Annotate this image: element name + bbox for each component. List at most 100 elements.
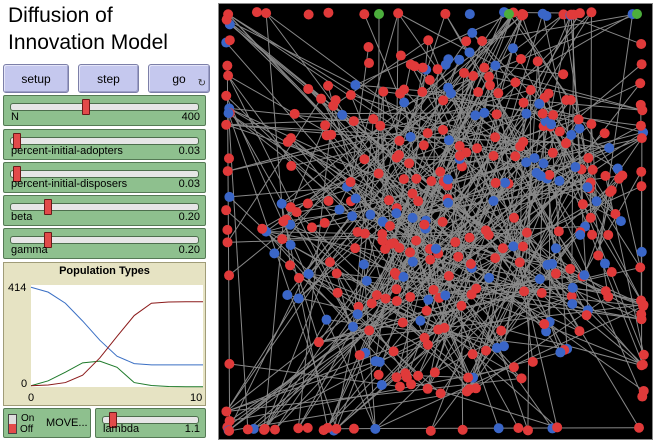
network-node[interactable] bbox=[453, 251, 464, 262]
network-node[interactable] bbox=[399, 97, 410, 108]
network-node[interactable] bbox=[582, 182, 593, 193]
network-node[interactable] bbox=[395, 50, 406, 61]
network-node[interactable] bbox=[508, 241, 519, 252]
network-node[interactable] bbox=[472, 143, 483, 154]
network-node[interactable] bbox=[454, 54, 465, 65]
network-node[interactable] bbox=[504, 9, 514, 19]
network-node[interactable] bbox=[527, 356, 538, 367]
network-node[interactable] bbox=[282, 289, 293, 300]
network-node[interactable] bbox=[407, 188, 418, 199]
setup-button[interactable]: setup bbox=[3, 64, 69, 93]
network-node[interactable] bbox=[554, 175, 565, 186]
slider-lambda[interactable]: lambda 1.1 bbox=[95, 408, 206, 438]
network-node[interactable] bbox=[350, 79, 361, 90]
network-node[interactable] bbox=[337, 109, 348, 120]
network-node[interactable] bbox=[322, 422, 333, 433]
slider-beta[interactable]: beta 0.20 bbox=[3, 195, 206, 226]
network-node[interactable] bbox=[223, 70, 234, 81]
network-node[interactable] bbox=[293, 423, 304, 434]
network-node[interactable] bbox=[522, 425, 533, 436]
network-node[interactable] bbox=[536, 288, 547, 299]
slider-track[interactable] bbox=[102, 412, 199, 428]
network-node[interactable] bbox=[261, 8, 272, 19]
network-node[interactable] bbox=[461, 386, 472, 397]
network-node[interactable] bbox=[603, 291, 614, 302]
network-node[interactable] bbox=[604, 143, 615, 154]
network-node[interactable] bbox=[468, 70, 479, 81]
network-node[interactable] bbox=[515, 53, 526, 64]
network-node[interactable] bbox=[418, 140, 429, 151]
network-node[interactable] bbox=[417, 86, 428, 97]
network-node[interactable] bbox=[587, 164, 598, 175]
network-node[interactable] bbox=[321, 130, 332, 141]
network-node[interactable] bbox=[424, 74, 435, 85]
network-node[interactable] bbox=[510, 151, 521, 162]
network-node[interactable] bbox=[600, 170, 611, 181]
network-node[interactable] bbox=[534, 98, 545, 109]
network-node[interactable] bbox=[547, 258, 558, 269]
slider-percent-initial-adopters[interactable]: percent-initial-adopters 0.03 bbox=[3, 129, 206, 160]
network-node[interactable] bbox=[488, 150, 499, 161]
network-node[interactable] bbox=[430, 243, 441, 254]
network-node[interactable] bbox=[579, 270, 590, 281]
network-node[interactable] bbox=[521, 108, 532, 119]
move-switch[interactable]: On Off MOVE... bbox=[3, 408, 91, 438]
network-node[interactable] bbox=[393, 149, 404, 160]
network-node[interactable] bbox=[467, 349, 478, 360]
network-node[interactable] bbox=[426, 176, 437, 187]
network-node[interactable] bbox=[532, 56, 543, 67]
network-node[interactable] bbox=[565, 95, 576, 106]
network-node[interactable] bbox=[493, 423, 504, 434]
network-node[interactable] bbox=[398, 174, 409, 185]
slider-knob[interactable] bbox=[12, 133, 21, 149]
network-node[interactable] bbox=[490, 60, 501, 71]
network-node[interactable] bbox=[350, 193, 361, 204]
network-node[interactable] bbox=[347, 211, 358, 222]
network-node[interactable] bbox=[585, 212, 596, 223]
network-node[interactable] bbox=[490, 253, 501, 264]
network-node[interactable] bbox=[586, 119, 597, 130]
network-node[interactable] bbox=[368, 114, 379, 125]
go-button[interactable]: go ↻ bbox=[148, 64, 210, 93]
network-node[interactable] bbox=[638, 385, 649, 396]
network-node[interactable] bbox=[289, 108, 300, 119]
network-node[interactable] bbox=[286, 160, 297, 171]
network-node[interactable] bbox=[636, 166, 647, 177]
network-node[interactable] bbox=[457, 424, 468, 435]
network-node[interactable] bbox=[484, 272, 495, 283]
network-node[interactable] bbox=[484, 80, 495, 91]
network-node[interactable] bbox=[558, 69, 569, 80]
network-node[interactable] bbox=[363, 58, 374, 69]
network-node[interactable] bbox=[371, 290, 382, 301]
network-node[interactable] bbox=[348, 116, 359, 127]
network-node[interactable] bbox=[483, 71, 494, 82]
network-node[interactable] bbox=[443, 270, 454, 281]
network-node[interactable] bbox=[415, 315, 426, 326]
network-node[interactable] bbox=[552, 422, 563, 433]
network-node[interactable] bbox=[575, 229, 586, 240]
network-node[interactable] bbox=[454, 140, 465, 151]
network-node[interactable] bbox=[388, 346, 399, 357]
network-node[interactable] bbox=[269, 248, 280, 259]
network-node[interactable] bbox=[413, 196, 424, 207]
network-node[interactable] bbox=[577, 199, 588, 210]
network-node[interactable] bbox=[606, 267, 617, 278]
network-node[interactable] bbox=[323, 7, 334, 18]
network-node[interactable] bbox=[599, 128, 610, 139]
network-node[interactable] bbox=[423, 294, 434, 305]
world-view[interactable] bbox=[218, 3, 653, 440]
network-node[interactable] bbox=[586, 7, 597, 18]
network-node[interactable] bbox=[428, 284, 439, 295]
network-node[interactable] bbox=[548, 110, 559, 121]
network-node[interactable] bbox=[443, 197, 454, 208]
network-node[interactable] bbox=[514, 257, 525, 268]
network-node[interactable] bbox=[537, 108, 548, 119]
network-node[interactable] bbox=[574, 326, 585, 337]
network-node[interactable] bbox=[359, 228, 370, 239]
network-node[interactable] bbox=[359, 154, 370, 165]
network-node[interactable] bbox=[550, 268, 561, 279]
step-button[interactable]: step bbox=[78, 64, 139, 93]
network-node[interactable] bbox=[459, 67, 470, 78]
network-node[interactable] bbox=[366, 298, 377, 309]
network-node[interactable] bbox=[407, 212, 418, 223]
